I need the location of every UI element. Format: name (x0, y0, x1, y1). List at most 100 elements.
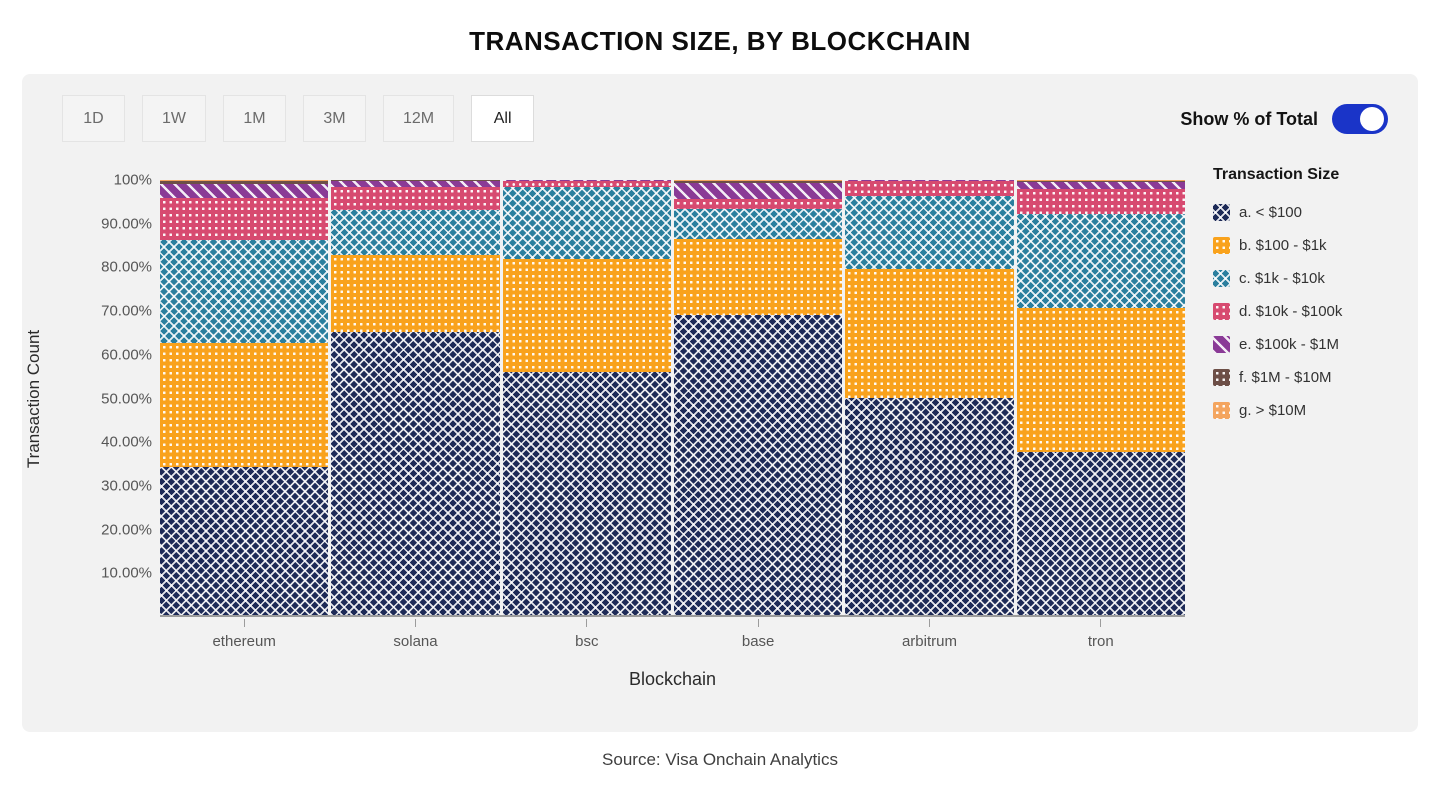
legend-item[interactable]: d. $10k - $100k (1213, 295, 1413, 328)
bar-bsc[interactable] (502, 180, 671, 615)
bar-segment[interactable] (502, 258, 671, 373)
bar-segment[interactable] (502, 186, 671, 259)
bar-segment[interactable] (673, 198, 843, 209)
tick-mark (586, 619, 588, 627)
legend-swatch (1213, 270, 1230, 287)
range-button-1m[interactable]: 1M (223, 95, 286, 142)
bar-segment[interactable] (1016, 451, 1185, 615)
legend-item[interactable]: b. $100 - $1k (1213, 229, 1413, 262)
bar-segment[interactable] (160, 343, 329, 468)
legend-item[interactable]: g. > $10M (1213, 394, 1413, 427)
legend-swatch (1213, 303, 1230, 320)
bar-segment[interactable] (673, 208, 843, 239)
legend-label: d. $10k - $100k (1239, 303, 1343, 320)
y-tick-label: 70.00% (101, 302, 152, 320)
legend-label: c. $1k - $10k (1239, 270, 1325, 287)
bar-segment[interactable] (673, 183, 843, 199)
bar-segment[interactable] (1016, 308, 1185, 452)
legend-label: a. < $100 (1239, 204, 1302, 221)
bar-segment[interactable] (673, 180, 843, 181)
legend-swatch (1213, 402, 1230, 419)
legend-title: Transaction Size (1213, 166, 1340, 183)
bar-tron[interactable] (1016, 180, 1185, 615)
bar-segment[interactable] (331, 181, 500, 187)
x-tick-tron: tron (1017, 619, 1185, 650)
bar-segment[interactable] (1016, 189, 1185, 214)
legend-item[interactable]: c. $1k - $10k (1213, 262, 1413, 295)
bar-arbitrum[interactable] (845, 180, 1014, 615)
range-button-1d[interactable]: 1D (62, 95, 125, 142)
x-tick-base: base (674, 619, 842, 650)
bar-segment[interactable] (1016, 180, 1185, 182)
bar-base[interactable] (673, 180, 843, 615)
bar-segment[interactable] (160, 198, 329, 241)
legend-swatch (1213, 336, 1230, 353)
bar-segment[interactable] (160, 180, 329, 184)
bar-segment[interactable] (673, 315, 843, 615)
toggle-knob (1360, 107, 1384, 131)
bar-segment[interactable] (845, 180, 1014, 182)
x-tick-solana: solana (331, 619, 499, 650)
bar-segment[interactable] (331, 332, 500, 615)
legend-swatch (1213, 204, 1230, 221)
x-axis-ticks: ethereum solana bsc base arbitrum tron (160, 619, 1185, 650)
bar-segment[interactable] (502, 180, 671, 187)
bar-segment[interactable] (1016, 180, 1185, 181)
x-axis-title: Blockchain (628, 669, 717, 689)
x-tick-label: tron (1087, 633, 1114, 650)
legend-items: a. < $100 b. $100 - $1k c. $1k - $10k d. $1… (1213, 196, 1413, 427)
x-tick-bsc: bsc (503, 619, 671, 650)
bar-segment[interactable] (1016, 181, 1185, 190)
y-tick-label: 80.00% (101, 258, 152, 276)
legend-label: b. $100 - $1k (1239, 237, 1327, 254)
x-tick-ethereum: ethereum (160, 619, 328, 650)
bar-segment[interactable] (160, 240, 329, 344)
chart-panel: 1D 1W 1M 3M 12M All Show % of Total Transacti… (22, 74, 1418, 732)
tick-mark (243, 619, 245, 627)
y-tick-label: 30.00% (101, 477, 152, 495)
range-button-all[interactable]: All (471, 95, 535, 142)
bar-segment[interactable] (331, 210, 500, 255)
toggle-label: Show % of Total (1180, 108, 1318, 129)
range-button-1w[interactable]: 1W (142, 95, 206, 142)
y-tick-label: 60.00% (101, 346, 152, 364)
legend-item[interactable]: a. < $100 (1213, 196, 1413, 229)
bar-segment[interactable] (160, 180, 329, 181)
x-tick-arbitrum: arbitrum (845, 619, 1013, 650)
legend-item[interactable]: e. $100k - $1M (1213, 328, 1413, 361)
bar-segment[interactable] (845, 181, 1014, 197)
legend-swatch (1213, 237, 1230, 254)
show-percent-toggle[interactable] (1332, 104, 1388, 134)
bar-segment[interactable] (331, 254, 500, 333)
y-tick-label: 10.00% (101, 564, 152, 582)
bar-segment[interactable] (845, 196, 1014, 269)
bar-segment[interactable] (160, 467, 329, 615)
bar-segment[interactable] (502, 372, 671, 615)
range-button-12m[interactable]: 12M (383, 95, 455, 142)
legend: Transaction Size a. < $100 b. $100 - $1k c… (1213, 166, 1413, 427)
bar-segment[interactable] (331, 180, 500, 182)
bar-solana[interactable] (331, 180, 500, 615)
bar-segment[interactable] (673, 180, 843, 184)
range-button-3m[interactable]: 3M (303, 95, 366, 142)
tick-mark (757, 619, 759, 627)
bar-ethereum[interactable] (160, 180, 329, 615)
legend-label: g. > $10M (1239, 402, 1307, 419)
bar-segment[interactable] (845, 268, 1014, 398)
bar-segment[interactable] (1016, 213, 1185, 309)
tick-mark (1100, 619, 1102, 627)
source-caption: Source: Visa Onchain Analytics (602, 750, 838, 769)
x-tick-label: arbitrum (901, 633, 957, 650)
y-tick-label: 90.00% (101, 215, 152, 233)
bar-segment[interactable] (160, 183, 329, 199)
tick-mark (928, 619, 930, 627)
legend-item[interactable]: f. $1M - $10M (1213, 361, 1413, 394)
bar-segment[interactable] (673, 238, 843, 316)
y-axis-ticks: 100% 90.00% 80.00% 70.00% 60.00% 50.00% 40.00%… (22, 172, 152, 617)
bar-segment[interactable] (331, 186, 500, 211)
legend-label: e. $100k - $1M (1239, 336, 1340, 353)
page-title: TRANSACTION SIZE, BY BLOCKCHAIN (469, 26, 971, 56)
bar-segment[interactable] (845, 397, 1014, 615)
y-tick-label: 40.00% (101, 433, 152, 451)
